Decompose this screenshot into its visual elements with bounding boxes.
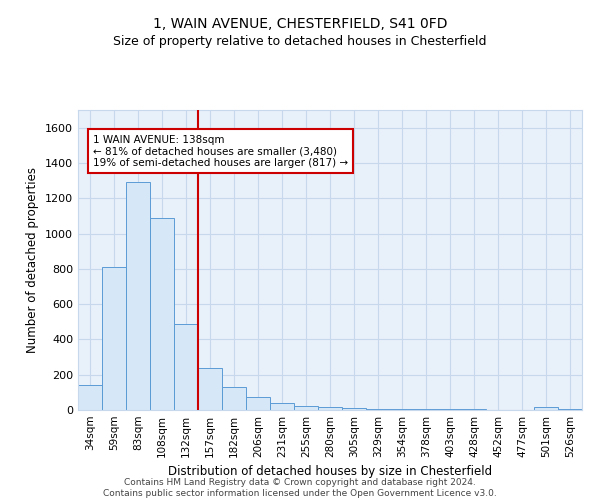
- Y-axis label: Number of detached properties: Number of detached properties: [26, 167, 40, 353]
- Text: Contains HM Land Registry data © Crown copyright and database right 2024.
Contai: Contains HM Land Registry data © Crown c…: [103, 478, 497, 498]
- Bar: [126, 182, 150, 410]
- Bar: [270, 403, 294, 410]
- Bar: [246, 397, 270, 410]
- Bar: [198, 368, 222, 410]
- Bar: [534, 408, 558, 410]
- Bar: [558, 409, 582, 410]
- X-axis label: Distribution of detached houses by size in Chesterfield: Distribution of detached houses by size …: [168, 466, 492, 478]
- Text: 1, WAIN AVENUE, CHESTERFIELD, S41 0FD: 1, WAIN AVENUE, CHESTERFIELD, S41 0FD: [153, 18, 447, 32]
- Bar: [342, 408, 366, 410]
- Bar: [366, 408, 390, 410]
- Bar: [102, 267, 126, 410]
- Text: 1 WAIN AVENUE: 138sqm
← 81% of detached houses are smaller (3,480)
19% of semi-d: 1 WAIN AVENUE: 138sqm ← 81% of detached …: [93, 134, 348, 168]
- Text: Size of property relative to detached houses in Chesterfield: Size of property relative to detached ho…: [113, 35, 487, 48]
- Bar: [414, 409, 438, 410]
- Bar: [150, 218, 174, 410]
- Bar: [318, 408, 342, 410]
- Bar: [294, 406, 318, 410]
- Bar: [78, 386, 102, 410]
- Bar: [174, 324, 198, 410]
- Bar: [222, 387, 246, 410]
- Bar: [390, 409, 414, 410]
